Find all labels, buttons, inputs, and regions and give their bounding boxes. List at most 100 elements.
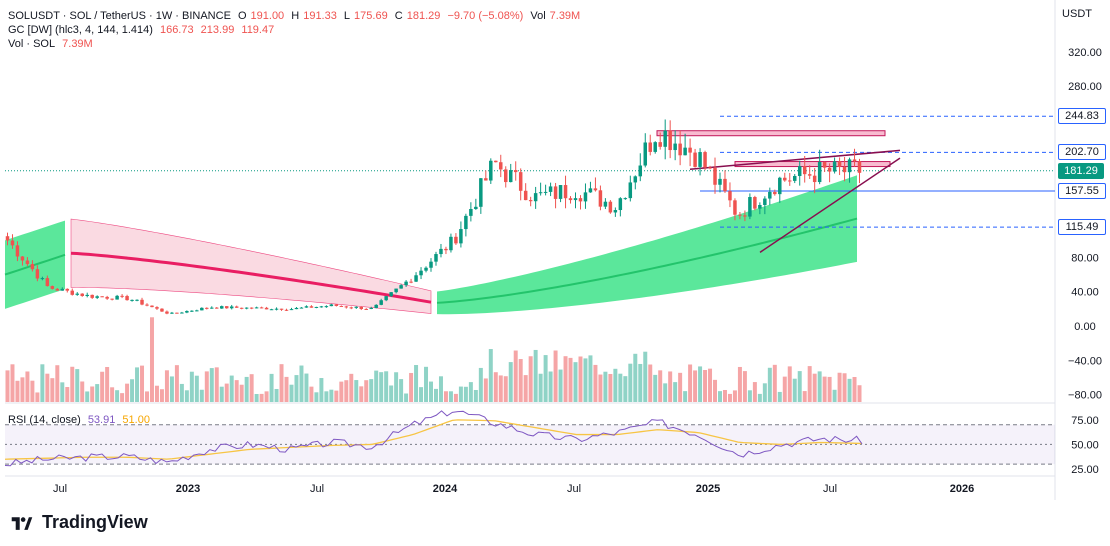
volume-bar <box>737 366 742 402</box>
candle-body <box>130 299 134 301</box>
volume-bars <box>5 317 862 402</box>
candle-body <box>279 308 284 310</box>
candle-body <box>50 286 55 289</box>
candle-body <box>489 160 493 181</box>
volume-bar <box>65 387 70 402</box>
candle-body <box>434 254 438 262</box>
volume-bar <box>379 372 384 402</box>
gaussian-band-bear <box>70 218 432 314</box>
candle-body <box>219 306 224 309</box>
time-axis-label: Jul <box>53 483 67 495</box>
candle-body <box>533 193 538 202</box>
rsi-value: 53.91 <box>87 414 116 426</box>
candle-body <box>394 288 398 293</box>
volume-bar <box>837 372 842 402</box>
candle-body <box>359 306 363 309</box>
volume-bar <box>279 364 284 402</box>
volume-bar <box>623 376 628 402</box>
volume-bar <box>60 382 65 402</box>
candle-body <box>304 306 309 308</box>
candle-body <box>364 308 368 310</box>
candle-body <box>195 310 199 312</box>
candle-body <box>807 174 812 176</box>
gc-legend[interactable]: GC [DW] (hlc3, 4, 144, 1.414) 166.73 213… <box>8 23 278 37</box>
price-tick-label: 320.00 <box>1068 47 1102 59</box>
candle-body <box>155 307 159 309</box>
volume-bar <box>668 371 673 402</box>
volume-bar <box>523 375 528 402</box>
candle-body <box>673 143 677 151</box>
volume-bar <box>254 393 259 402</box>
volume-bar <box>628 363 633 402</box>
volume-bar <box>204 371 209 402</box>
volume-indicator-value: 7.39M <box>62 38 93 50</box>
symbol-title[interactable]: SOLUSDT · SOL / TetherUS · 1W · BINANCE <box>8 10 231 22</box>
volume-bar <box>224 383 229 402</box>
candle-body <box>45 278 50 287</box>
candle-body <box>454 236 458 244</box>
candle-body <box>314 306 319 308</box>
candle-body <box>643 142 648 166</box>
candle-body <box>264 307 269 310</box>
candle-body <box>254 307 259 309</box>
candle-body <box>205 307 209 309</box>
candle-body <box>80 293 84 296</box>
rsi-tick-label: 50.00 <box>1071 439 1099 451</box>
volume-bar <box>648 364 653 402</box>
volume-bar <box>135 367 140 402</box>
candle-body <box>628 182 633 199</box>
candle-body <box>170 312 174 314</box>
candle-body <box>224 306 229 309</box>
volume-bar <box>817 371 822 402</box>
volume-bar <box>55 365 60 402</box>
candle-body <box>115 295 119 300</box>
price-tag-157.55: 157.55 <box>1058 183 1106 200</box>
volume-bar <box>45 373 50 402</box>
volume-bar <box>528 356 533 402</box>
candle-body <box>259 307 264 309</box>
candle-body <box>75 293 79 295</box>
volume-bar <box>344 380 349 402</box>
volume-bar <box>698 366 703 402</box>
candle-body <box>180 312 184 314</box>
vol-legend[interactable]: Vol · SOL 7.39M <box>8 37 97 51</box>
candle-body <box>5 236 10 241</box>
candle-body <box>459 229 463 244</box>
gaussian-band-bull <box>437 175 857 315</box>
price-tick-label: −40.00 <box>1068 355 1102 367</box>
volume-bar <box>792 378 797 402</box>
volume-bar <box>478 367 483 402</box>
volume-bar <box>857 385 862 402</box>
candle-body <box>269 309 274 311</box>
volume-bar <box>304 373 309 402</box>
volume-indicator-label: Vol · SOL <box>8 38 56 50</box>
volume-bar <box>787 366 792 402</box>
volume-bar <box>767 367 772 402</box>
candle-body <box>404 281 408 286</box>
volume-bar <box>364 380 369 402</box>
volume-bar <box>633 353 638 402</box>
price-tick-label: 280.00 <box>1068 81 1102 93</box>
candle-body <box>309 306 314 308</box>
volume-bar <box>638 363 643 402</box>
volume-bar <box>289 384 294 402</box>
candles <box>5 119 862 315</box>
volume-bar <box>483 378 488 402</box>
volume-bar <box>299 365 304 402</box>
candle-body <box>553 186 558 199</box>
volume-bar <box>334 390 339 402</box>
volume-bar <box>314 392 319 402</box>
candle-body <box>185 311 189 313</box>
candle-body <box>165 311 169 314</box>
candle-body <box>792 175 797 181</box>
volume-bar <box>359 386 364 402</box>
tradingview-logo[interactable]: TradingView <box>8 512 148 533</box>
volume-bar <box>463 386 468 402</box>
candle-body <box>215 307 219 309</box>
volume-bar <box>732 390 737 402</box>
candle-body <box>613 210 618 213</box>
open-value: 191.00 <box>250 10 285 22</box>
candle-body <box>469 209 473 216</box>
rsi-legend[interactable]: RSI (14, close) 53.91 51.00 <box>8 413 154 427</box>
